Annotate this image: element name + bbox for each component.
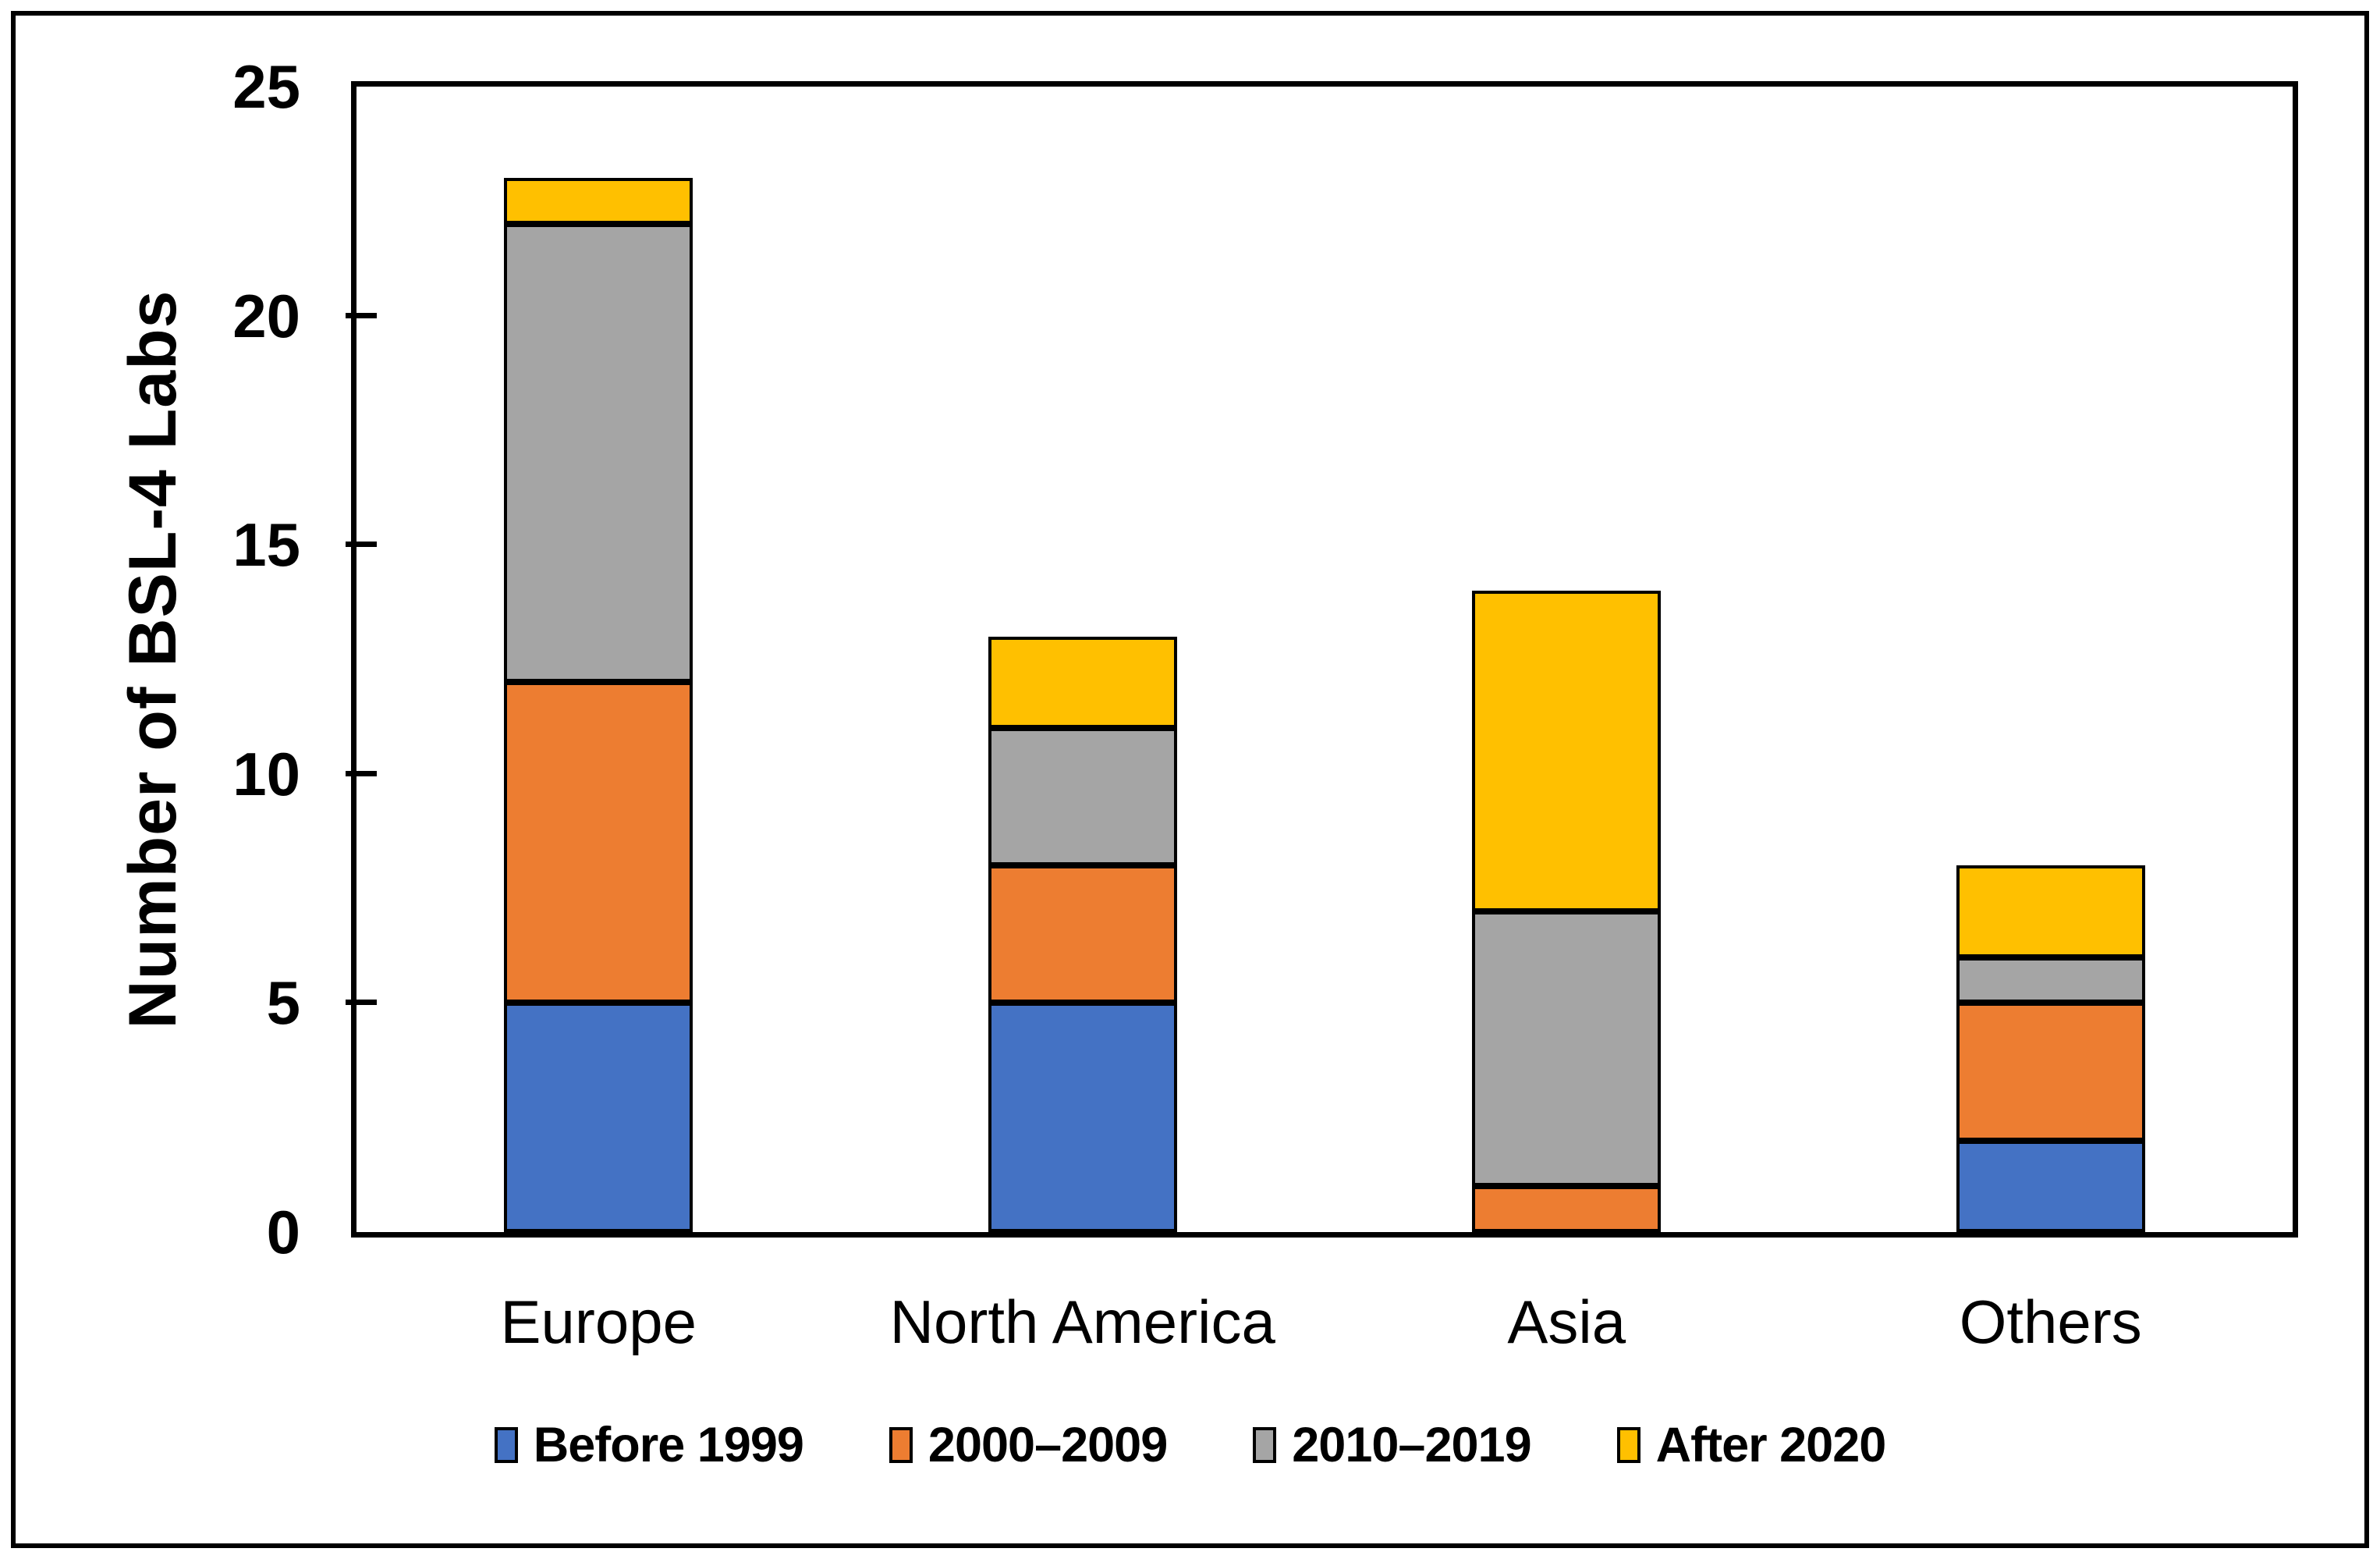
legend-item-2000-2009: 2000–2009 bbox=[889, 1418, 1168, 1472]
y-tick-label-20: 20 bbox=[232, 281, 300, 350]
legend: Before 1999 2000–2009 2010–2019 After 2020 bbox=[0, 1418, 2380, 1472]
x-category-label-asia: Asia bbox=[1507, 1287, 1626, 1356]
bar-europe bbox=[504, 178, 693, 1232]
legend-swatch-before-1999 bbox=[494, 1427, 518, 1463]
bar-north-america bbox=[988, 636, 1177, 1232]
legend-label-before-1999: Before 1999 bbox=[533, 1418, 804, 1472]
bar-segment-europe-2000-2009 bbox=[504, 682, 693, 1003]
y-tick-label-15: 15 bbox=[232, 510, 300, 580]
x-category-label-europe: Europe bbox=[500, 1287, 697, 1356]
y-tick-label-5: 5 bbox=[266, 968, 300, 1038]
legend-swatch-2000-2009 bbox=[889, 1427, 913, 1463]
bar-segment-others-after-2020 bbox=[1956, 865, 2145, 957]
legend-item-after-2020: After 2020 bbox=[1616, 1418, 1887, 1472]
y-axis-title: Number of BSL-4 Labs bbox=[115, 289, 190, 1029]
bar-segment-asia-after-2020 bbox=[1472, 590, 1662, 911]
y-tick-label-10: 10 bbox=[232, 739, 300, 808]
bar-segment-north-america-2000-2009 bbox=[988, 865, 1177, 1003]
plot-area bbox=[346, 81, 2298, 1238]
legend-item-before-1999: Before 1999 bbox=[494, 1418, 804, 1472]
y-tick-mark-10 bbox=[346, 770, 377, 776]
x-category-label-others: Others bbox=[1959, 1287, 2142, 1356]
y-tick-label-0: 0 bbox=[266, 1198, 300, 1266]
legend-label-2000-2009: 2000–2009 bbox=[928, 1418, 1168, 1472]
legend-swatch-2010-2019 bbox=[1253, 1427, 1277, 1463]
bar-segment-others-2010-2019 bbox=[1956, 957, 2145, 1003]
bar-segment-asia-2000-2009 bbox=[1472, 1186, 1662, 1232]
bar-asia bbox=[1472, 590, 1662, 1232]
y-tick-mark-5 bbox=[346, 1000, 377, 1006]
y-tick-mark-20 bbox=[346, 312, 377, 318]
bar-segment-europe-2010-2019 bbox=[504, 224, 693, 683]
bar-segment-north-america-2010-2019 bbox=[988, 728, 1177, 866]
bar-segment-others-2000-2009 bbox=[1956, 1003, 2145, 1141]
legend-label-2010-2019: 2010–2019 bbox=[1292, 1418, 1531, 1472]
bar-segment-others-before-1999 bbox=[1956, 1140, 2145, 1232]
legend-label-after-2020: After 2020 bbox=[1655, 1418, 1887, 1472]
bar-segment-europe-after-2020 bbox=[504, 178, 693, 225]
bar-others bbox=[1956, 865, 2145, 1232]
y-tick-mark-15 bbox=[346, 542, 377, 548]
legend-swatch-after-2020 bbox=[1616, 1427, 1640, 1463]
bar-segment-asia-2010-2019 bbox=[1472, 911, 1662, 1187]
bar-segment-north-america-before-1999 bbox=[988, 1003, 1177, 1232]
x-category-label-north-america: North America bbox=[889, 1287, 1275, 1356]
y-tick-label-25: 25 bbox=[232, 52, 300, 121]
bar-segment-europe-before-1999 bbox=[504, 1003, 693, 1232]
legend-item-2010-2019: 2010–2019 bbox=[1253, 1418, 1532, 1472]
bar-segment-north-america-after-2020 bbox=[988, 636, 1177, 729]
